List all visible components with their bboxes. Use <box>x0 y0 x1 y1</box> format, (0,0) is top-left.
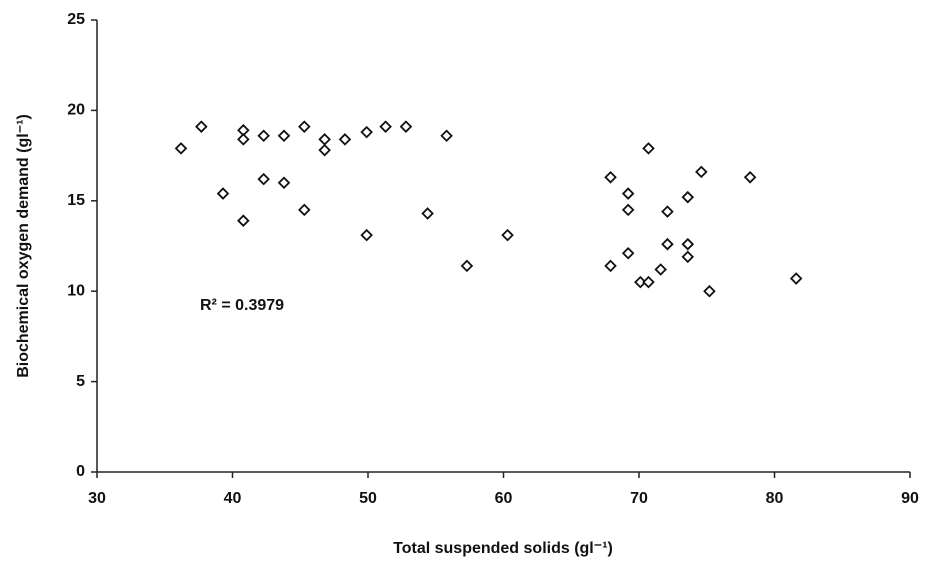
point <box>277 176 291 189</box>
point <box>318 143 331 157</box>
x-tick-label: 30 <box>88 490 106 507</box>
point <box>642 142 655 155</box>
point <box>360 228 373 242</box>
point <box>399 120 413 133</box>
point <box>621 203 635 217</box>
point <box>661 205 674 218</box>
point <box>216 187 230 200</box>
x-axis-label: Total suspended solids (gl⁻¹) <box>393 540 613 557</box>
point <box>681 237 695 251</box>
point <box>277 129 291 142</box>
y-tick-label: 20 <box>67 102 85 119</box>
point <box>440 129 453 142</box>
point <box>695 165 708 179</box>
x-tick-label: 40 <box>224 490 242 507</box>
y-axis-label: Biochemical oxygen demand (gl⁻¹) <box>15 114 32 378</box>
point <box>501 228 514 242</box>
point <box>257 129 270 142</box>
point <box>237 214 250 227</box>
point <box>661 237 674 251</box>
x-tick-label: 70 <box>630 490 648 507</box>
point <box>257 172 270 186</box>
point <box>654 263 667 276</box>
point <box>338 133 352 146</box>
point <box>642 275 655 289</box>
annotation: R² = 0.3979 <box>200 297 284 314</box>
point <box>789 272 803 285</box>
point <box>195 120 208 133</box>
y-tick-label: 5 <box>76 373 85 390</box>
point <box>681 250 695 264</box>
x-tick-label: 60 <box>495 490 513 507</box>
x-tick-label: 90 <box>901 490 919 507</box>
point <box>604 259 617 273</box>
point <box>421 207 434 220</box>
point <box>634 275 647 289</box>
y-tick-label: 15 <box>67 192 85 209</box>
x-tick-label: 50 <box>359 490 377 507</box>
point <box>174 142 188 155</box>
x-tick-label: 80 <box>766 490 784 507</box>
point <box>318 133 331 146</box>
point <box>379 120 392 133</box>
point <box>604 171 617 184</box>
point <box>360 125 373 139</box>
point <box>621 246 635 260</box>
y-tick-label: 10 <box>67 282 85 299</box>
point <box>237 133 250 146</box>
point <box>298 203 311 217</box>
y-tick-label: 0 <box>76 463 85 480</box>
point <box>298 120 311 133</box>
y-tick-label: 25 <box>67 11 85 28</box>
point <box>703 284 716 298</box>
point <box>621 187 635 200</box>
point <box>743 171 757 184</box>
point <box>681 190 695 204</box>
point <box>460 259 474 273</box>
